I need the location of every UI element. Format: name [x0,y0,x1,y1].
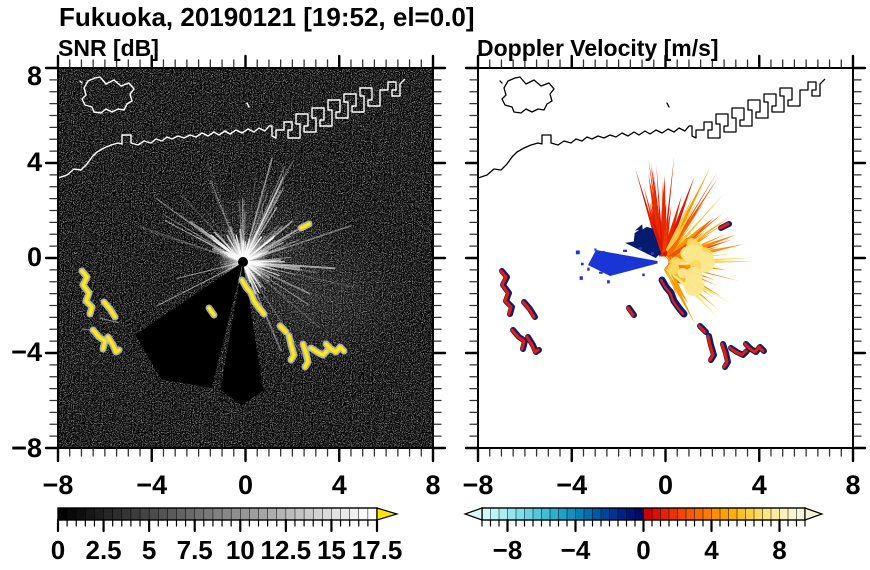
x-tick-label: 0 [237,470,254,500]
x-tick-label: 4 [331,470,347,500]
x-tick-label: 8 [845,470,861,500]
x-tick-label: −4 [136,470,168,500]
x-tick-label: −8 [42,470,74,500]
doppler-panel-title: Doppler Velocity [m/s] [477,35,719,61]
snr-colorbar-tick-label: 10 [225,535,255,565]
snr-colorbar-tick-label: 17.5 [351,535,403,565]
velocity-colorbar-tick-label: −8 [492,535,523,565]
snr-colorbar-tick-label: 0 [50,535,66,565]
velocity-colorbar-tick-label: 0 [636,535,651,565]
snr-panel-title: SNR [dB] [58,35,159,61]
x-tick-label: 8 [425,470,441,500]
y-tick-label: −8 [11,433,42,463]
figure-title: Fukuoka, 20190121 [19:52, el=0.0] [59,2,475,32]
velocity-colorbar-tick-label: −4 [560,535,591,565]
x-tick-label: −4 [556,470,588,500]
snr-colorbar-tick-label: 12.5 [260,535,312,565]
y-tick-label: 8 [26,61,42,91]
y-tick-label: −4 [11,337,42,367]
y-tick-label: 4 [26,147,42,177]
x-tick-label: 4 [751,470,767,500]
radar-graphics [44,54,867,533]
y-tick-label: 0 [26,242,42,272]
velocity-colorbar-tick-label: 8 [772,535,787,565]
snr-colorbar-tick-label: 5 [141,535,157,565]
velocity-colorbar-tick-label: 4 [704,535,719,565]
snr-colorbar-tick-label: 2.5 [85,535,122,565]
x-tick-label: −8 [462,470,494,500]
snr-colorbar-tick-label: 7.5 [176,535,213,565]
x-tick-label: 0 [657,470,674,500]
snr-colorbar-tick-label: 15 [316,535,346,565]
